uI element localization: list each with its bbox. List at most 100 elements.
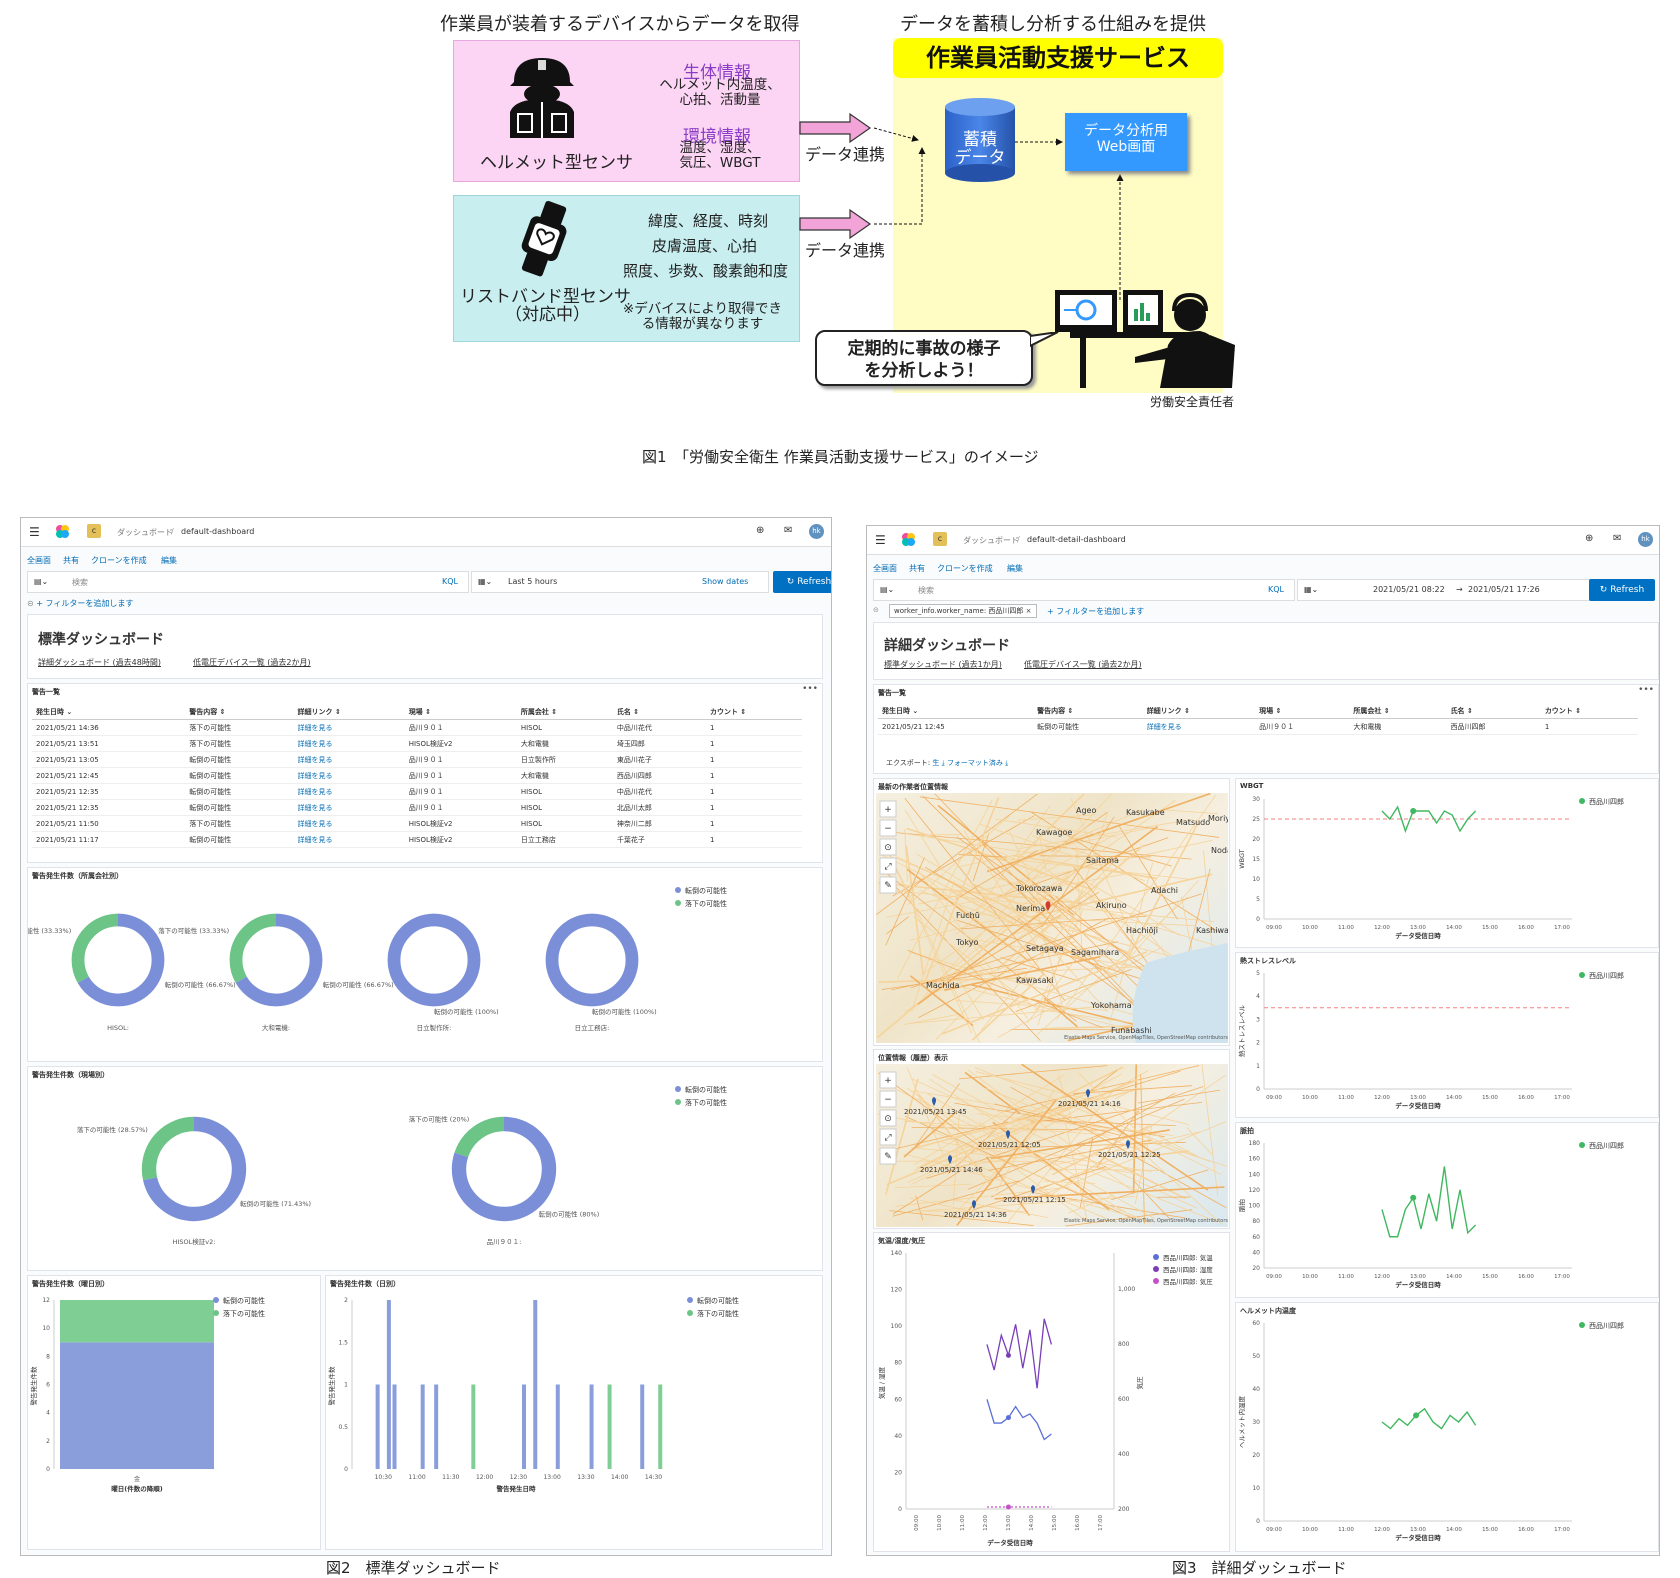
x-tick-label: 金	[134, 1475, 140, 1483]
donut: 転倒の可能性 (66.67%)落下の可能性 (33.33%)HISOL:	[28, 920, 236, 1032]
time-range[interactable]: Last 5 hours	[508, 577, 557, 586]
alerts-title: 警告一覧	[878, 688, 906, 698]
detail-link[interactable]: 詳細を見る	[294, 720, 405, 736]
column-header[interactable]: 詳細リンク ⇕	[294, 704, 405, 720]
link-low-battery[interactable]: 低電圧デバイス一覧 (過去2か月)	[1024, 659, 1142, 670]
menu-icon[interactable]: ☰	[875, 533, 886, 547]
column-header[interactable]: 警告内容 ⇕	[185, 704, 293, 720]
time-from[interactable]: 2021/05/21 08:22	[1373, 585, 1445, 594]
column-header[interactable]: カウント ⇕	[706, 704, 802, 720]
menu-fullscreen[interactable]: 全画面	[27, 555, 51, 566]
refresh-button[interactable]: ↻ Refresh	[1589, 579, 1655, 601]
column-header[interactable]: 発生日時 ⌄	[32, 704, 185, 720]
export-formatted[interactable]: フォーマット済み	[947, 759, 1003, 767]
kql-toggle[interactable]: KQL	[1268, 585, 1284, 594]
legend-swatch	[1153, 1254, 1159, 1260]
x-tick-label: 16:00	[1518, 1274, 1534, 1280]
storage-label: 蓄積データ	[943, 131, 1017, 167]
column-header[interactable]: 現場 ⇕	[405, 704, 517, 720]
menu-share[interactable]: 共有	[63, 555, 79, 566]
mail-icon[interactable]: ✉	[784, 525, 792, 536]
detail-link[interactable]: 詳細を見る	[294, 832, 405, 848]
query-bar[interactable]: ▤⌄ 検索 KQL	[873, 579, 1295, 601]
saved-query-icon[interactable]: ▤⌄	[34, 577, 48, 586]
detail-link[interactable]: 詳細を見る	[294, 816, 405, 832]
detail-link[interactable]: 詳細を見る	[294, 800, 405, 816]
menu-share[interactable]: 共有	[909, 563, 925, 574]
y-right-tick-label: 200	[1118, 1506, 1130, 1513]
fig1-caption: 図1 「労働安全衛生 作業員活動支援サービス」のイメージ	[642, 446, 1039, 467]
time-to[interactable]: 2021/05/21 17:26	[1468, 585, 1540, 594]
top-bar: ☰ c ダッシュボード / default-dashboard ⊕ ✉ hk	[21, 518, 831, 547]
link-detail-dashboard[interactable]: 詳細ダッシュボード (過去48時間)	[38, 657, 161, 668]
column-header[interactable]: 現場 ⇕	[1255, 703, 1349, 719]
breadcrumb-dashboards[interactable]: ダッシュボード	[963, 535, 1019, 546]
legend-entry: 転倒の可能性	[685, 886, 727, 895]
help-icon[interactable]: ⊕	[756, 525, 764, 536]
panel-menu-icon[interactable]: •••	[1638, 685, 1654, 695]
kql-toggle[interactable]: KQL	[442, 577, 458, 586]
legend-entry: 西品川四郎	[1589, 1321, 1624, 1330]
x-tick-label: 13:00	[1006, 1515, 1012, 1531]
link-standard-dashboard[interactable]: 標準ダッシュボード (過去1か月)	[884, 659, 1002, 670]
slice-label: 落下の可能性 (20%)	[409, 1114, 470, 1123]
menu-edit[interactable]: 編集	[1007, 563, 1023, 574]
calendar-icon[interactable]: ▦⌄	[478, 577, 492, 586]
map-place-label: Tokyo	[955, 938, 979, 947]
column-header[interactable]: 所属会社 ⇕	[1349, 703, 1446, 719]
fig1-heading-left: 作業員が装着するデバイスからデータを取得	[440, 10, 799, 36]
detail-link[interactable]: 詳細を見る	[294, 768, 405, 784]
saved-query-icon[interactable]: ▤⌄	[880, 585, 894, 594]
service-title: 作業員活動支援サービス	[893, 38, 1223, 78]
detail-link[interactable]: 詳細を見る	[294, 736, 405, 752]
panel-menu-icon[interactable]: •••	[802, 684, 818, 694]
table-cell: 西品川四郎	[613, 768, 706, 784]
column-header[interactable]: 氏名 ⇕	[613, 704, 706, 720]
space-badge[interactable]: c	[87, 524, 101, 538]
breadcrumb-dashboards[interactable]: ダッシュボード	[117, 527, 173, 538]
avatar[interactable]: hk	[809, 524, 824, 539]
y-tick-label: 20	[1252, 836, 1260, 843]
search-input[interactable]: 検索	[72, 577, 88, 588]
column-header[interactable]: 詳細リンク ⇕	[1143, 703, 1255, 719]
add-filter[interactable]: ⊝ + フィルターを追加します	[27, 598, 133, 609]
show-dates[interactable]: Show dates	[702, 577, 748, 586]
menu-clone[interactable]: クローンを作成	[937, 563, 993, 574]
menu-edit[interactable]: 編集	[161, 555, 177, 566]
filter-icon[interactable]: ⊝	[873, 606, 879, 614]
table-cell: 中品川花代	[613, 784, 706, 800]
query-bar[interactable]: ▤⌄ 検索 KQL	[27, 571, 469, 593]
time-picker[interactable]: ▦⌄ Last 5 hours Show dates	[471, 571, 769, 593]
calendar-icon[interactable]: ▦⌄	[1304, 585, 1318, 594]
detail-link[interactable]: 詳細を見る	[1143, 719, 1255, 735]
menu-clone[interactable]: クローンを作成	[91, 555, 147, 566]
mail-icon[interactable]: ✉	[1613, 533, 1621, 544]
time-picker[interactable]: ▦⌄ 2021/05/21 08:22 → 2021/05/21 17:26	[1297, 579, 1599, 601]
link-low-battery[interactable]: 低電圧デバイス一覧 (過去2か月)	[193, 657, 311, 668]
filter-chip[interactable]: worker_info.worker_name: 西品川四郎 ×	[889, 604, 1037, 618]
search-input[interactable]: 検索	[918, 585, 934, 596]
add-filter[interactable]: + フィルターを追加します	[1047, 606, 1144, 617]
detail-link[interactable]: 詳細を見る	[294, 784, 405, 800]
table-cell: 転倒の可能性	[1033, 719, 1143, 735]
menu-fullscreen[interactable]: 全画面	[873, 563, 897, 574]
column-header[interactable]: カウント ⇕	[1541, 703, 1638, 719]
refresh-button[interactable]: ↻ Refresh	[773, 571, 832, 593]
x-tick-label: 10:00	[937, 1515, 943, 1531]
menu-icon[interactable]: ☰	[29, 525, 40, 539]
detail-link[interactable]: 詳細を見る	[294, 752, 405, 768]
space-badge[interactable]: c	[933, 532, 947, 546]
x-tick-label: 17:00	[1554, 1095, 1570, 1101]
column-header[interactable]: 発生日時 ⌄	[878, 703, 1033, 719]
help-icon[interactable]: ⊕	[1585, 533, 1593, 544]
avatar[interactable]: hk	[1638, 532, 1653, 547]
map-place-label: Noda	[1211, 846, 1228, 855]
table-cell: 2021/05/21 12:35	[32, 784, 185, 800]
x-tick-label: 16:00	[1518, 925, 1534, 931]
column-header[interactable]: 警告内容 ⇕	[1033, 703, 1143, 719]
column-header[interactable]: 所属会社 ⇕	[517, 704, 613, 720]
column-header[interactable]: 氏名 ⇕	[1447, 703, 1541, 719]
